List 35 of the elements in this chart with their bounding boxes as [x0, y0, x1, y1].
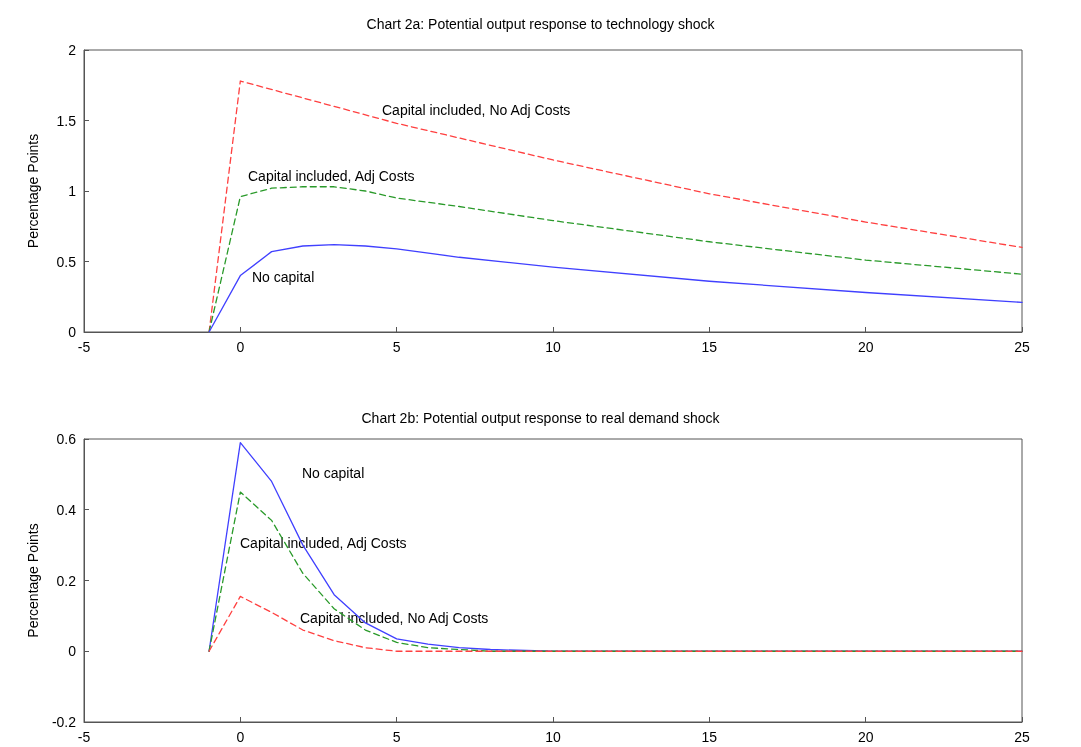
- x-tick-label: 25: [1014, 729, 1030, 745]
- line-series: [208, 186, 1023, 333]
- y-tick-label: 0.4: [56, 501, 77, 518]
- x-tick-label: 15: [701, 729, 718, 745]
- x-tick-label: -5: [77, 729, 91, 745]
- x-tick-label: 20: [857, 339, 874, 355]
- x-tick-label: 25: [1014, 339, 1030, 355]
- chart-title: Chart 2a: Potential output response to technology shock: [366, 16, 716, 32]
- series-label: Capital included, Adj Costs: [248, 168, 415, 184]
- y-tick-label: 0: [68, 643, 77, 660]
- line-series: [208, 595, 1023, 652]
- y-tick-label: 2: [68, 42, 77, 58]
- x-tick-label: 10: [545, 339, 561, 355]
- y-tick-label: 1: [68, 183, 77, 199]
- y-tick-label: 0.2: [56, 572, 77, 589]
- y-axis-title: Percentage Points: [25, 133, 41, 249]
- y-tick-label: -0.2: [51, 714, 77, 730]
- series-label: No capital: [302, 465, 365, 481]
- x-tick-label: 0: [236, 339, 245, 355]
- x-tick-label: 0: [236, 729, 245, 745]
- chart-title: Chart 2b: Potential output response to real demand shock: [361, 410, 721, 426]
- y-tick-label: 1.5: [56, 112, 77, 129]
- line-series: [208, 243, 1023, 333]
- y-tick-label: 0.6: [56, 431, 77, 447]
- series-label: No capital: [252, 269, 315, 285]
- x-tick-label: 5: [392, 729, 401, 745]
- x-tick-label: 20: [857, 729, 874, 745]
- x-tick-label: 5: [392, 339, 401, 355]
- x-tick-label: 10: [545, 729, 561, 745]
- series-label: Capital included, No Adj Costs: [382, 102, 571, 118]
- y-tick-label: 0: [68, 324, 77, 340]
- y-axis-title: Percentage Points: [25, 523, 41, 638]
- y-tick-label: 0.5: [56, 253, 77, 270]
- x-tick-label: 15: [701, 339, 718, 355]
- x-tick-label: -5: [77, 339, 91, 355]
